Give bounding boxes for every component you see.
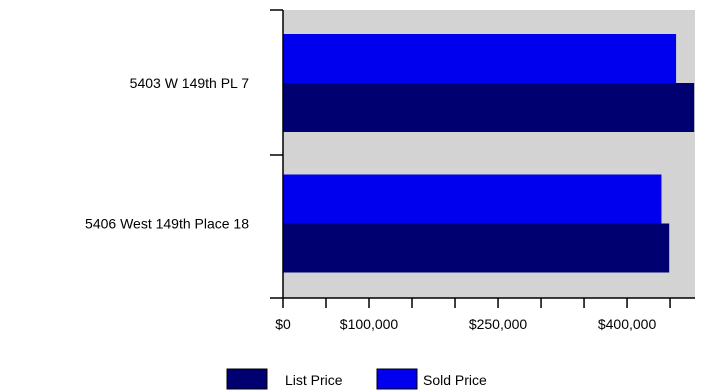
legend-swatch-1	[226, 368, 268, 390]
x-tick-labels: $0 $100,000 $250,000 $400,000	[275, 316, 656, 332]
category-labels: 5403 W 149th PL 7 5406 West 149th Place 1…	[85, 75, 249, 232]
legend-label-2: Sold Price	[423, 372, 487, 388]
x-tick-label-3: $250,000	[469, 316, 528, 332]
category-label-1: 5403 W 149th PL 7	[130, 75, 250, 91]
bars-group	[283, 34, 695, 273]
axes-group	[270, 9, 695, 308]
legend: List Price Sold Price	[226, 368, 487, 390]
x-tick-label-1: $0	[275, 316, 291, 332]
x-tick-label-4: $400,000	[598, 316, 657, 332]
category-label-2: 5406 West 149th Place 18	[85, 216, 249, 232]
bar-list-price-2	[283, 223, 670, 273]
legend-label-1: List Price	[285, 372, 343, 388]
x-tick-label-2: $100,000	[340, 316, 399, 332]
bar-sold-price-1	[283, 34, 677, 83]
bar-sold-price-2	[283, 174, 662, 224]
legend-swatch-2	[376, 368, 418, 390]
bar-list-price-1	[283, 83, 695, 132]
